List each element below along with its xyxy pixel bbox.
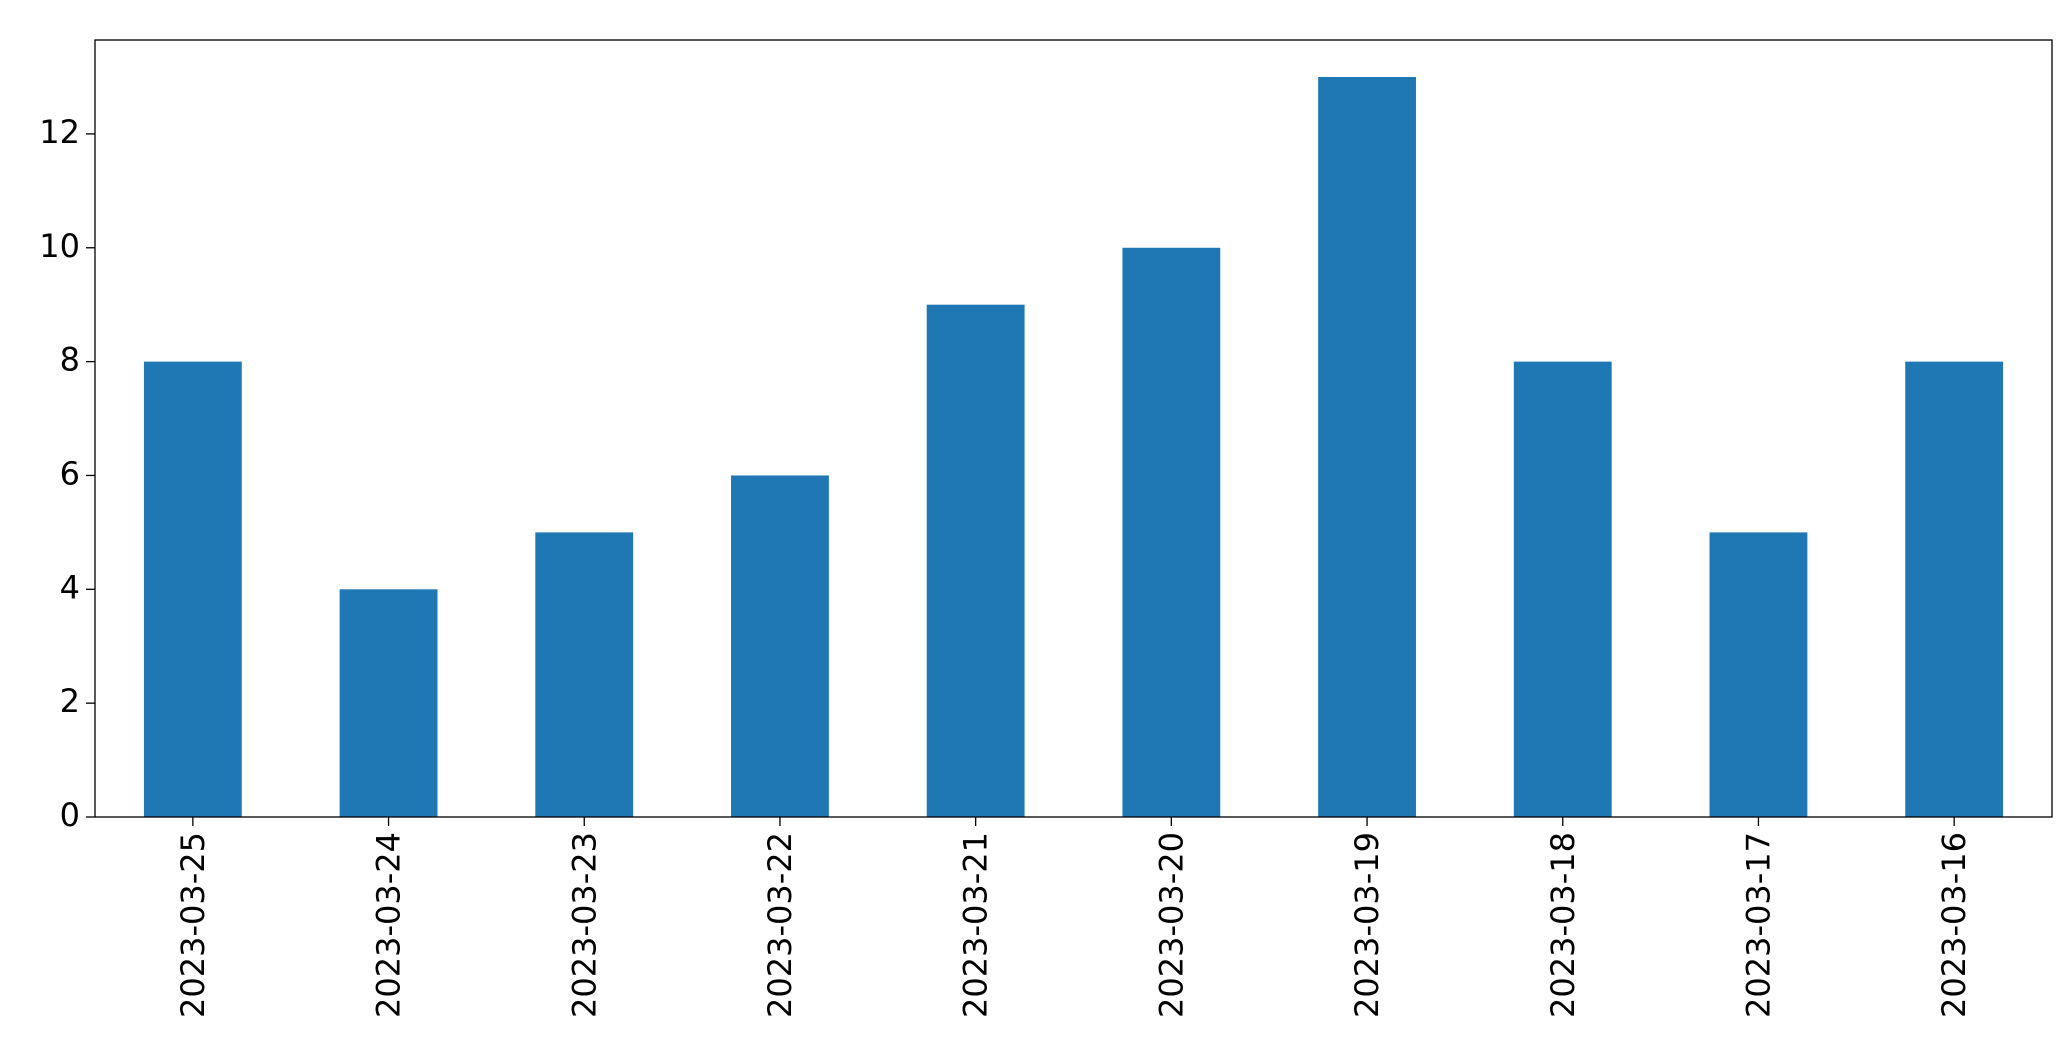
bar (926, 304, 1025, 817)
y-tick-label: 8 (60, 341, 80, 379)
bar (731, 475, 829, 817)
bar (535, 532, 634, 817)
bar (143, 361, 242, 817)
bar (339, 589, 438, 817)
y-tick-label: 10 (39, 227, 80, 265)
x-tick-label: 2023-03-18 (1544, 832, 1582, 1018)
bar (1709, 532, 1808, 817)
x-tick-label: 2023-03-19 (1348, 832, 1386, 1018)
y-tick-label: 2 (60, 682, 80, 720)
x-tick-label: 2023-03-22 (761, 832, 799, 1018)
y-tick-label: 6 (60, 454, 80, 492)
x-tick-label: 2023-03-25 (174, 832, 212, 1018)
y-tick-label: 0 (60, 796, 80, 834)
x-tick-label: 2023-03-21 (957, 832, 995, 1018)
x-tick-label: 2023-03-16 (1935, 832, 1973, 1018)
x-tick-label: 2023-03-20 (1152, 832, 1190, 1018)
bar (1318, 77, 1416, 817)
bar (1905, 361, 2004, 817)
x-tick-label: 2023-03-23 (565, 832, 603, 1018)
y-tick-label: 4 (60, 568, 80, 606)
y-tick-label: 12 (39, 113, 80, 151)
x-tick-label: 2023-03-24 (370, 832, 408, 1018)
bar (1513, 361, 1612, 817)
plot-frame (94, 39, 2053, 818)
x-tick-label: 2023-03-17 (1739, 832, 1777, 1018)
bar (1122, 247, 1221, 817)
